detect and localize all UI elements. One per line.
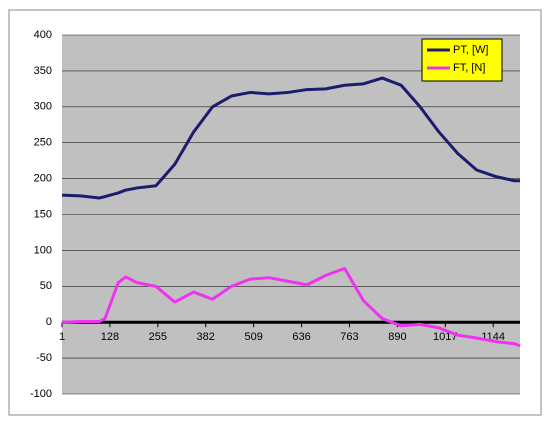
y-tick-label: 300 <box>34 101 52 113</box>
x-tick-label: 763 <box>340 331 358 343</box>
y-tick-label: 150 <box>34 208 52 220</box>
x-tick-label: 890 <box>388 331 406 343</box>
legend-label: PT, [W] <box>453 44 488 56</box>
x-tick-label: 128 <box>101 331 119 343</box>
x-tick-label: 636 <box>292 331 310 343</box>
x-tick-label: 509 <box>244 331 262 343</box>
y-tick-label: 200 <box>34 173 52 185</box>
legend-label: FT, [N] <box>453 62 485 74</box>
legend-box <box>421 38 503 82</box>
line-series <box>61 266 521 348</box>
x-tick-label: 1 <box>59 331 65 343</box>
y-tick-label: 100 <box>34 244 52 256</box>
y-tick-label: 250 <box>34 137 52 149</box>
y-tick-label: -50 <box>36 352 52 364</box>
y-tick-label: 400 <box>34 29 52 41</box>
x-tick-label: 382 <box>197 331 215 343</box>
y-tick-label: -100 <box>30 388 52 400</box>
line-series <box>61 76 520 200</box>
y-tick-label: 0 <box>46 316 52 328</box>
y-tick-label: 350 <box>34 65 52 77</box>
y-tick-label: 50 <box>40 280 52 292</box>
x-tick-label: 255 <box>149 331 167 343</box>
